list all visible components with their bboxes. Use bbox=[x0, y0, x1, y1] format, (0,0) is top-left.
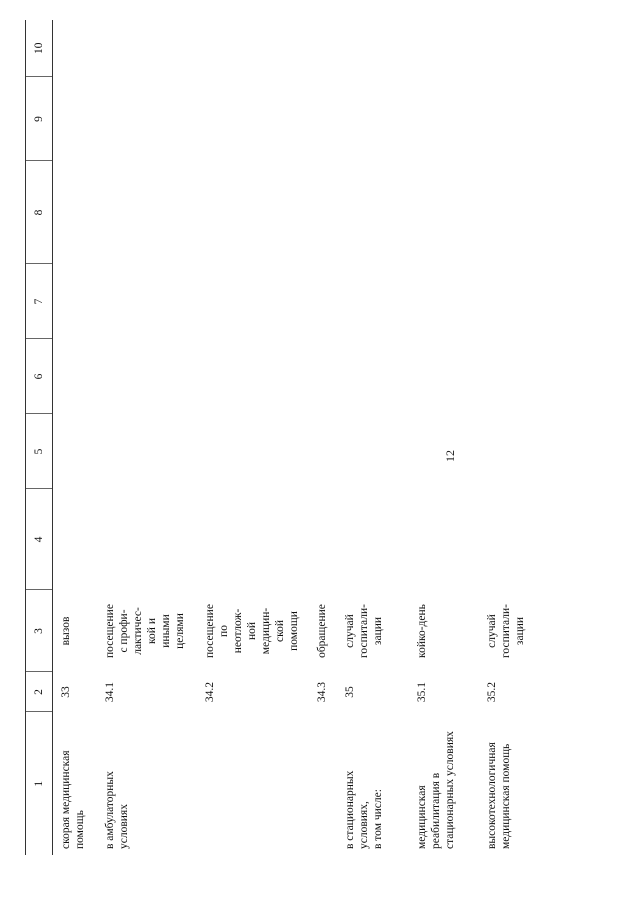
row-unit: случай госпитали- зации bbox=[343, 604, 384, 658]
row-name: в амбулаторных условиях bbox=[103, 771, 130, 849]
table-row: высокотехнологичная медицинская помощь 3… bbox=[479, 20, 539, 855]
row-unit: посещение по неотлож- ной медицин- ской … bbox=[203, 604, 300, 658]
column-header: 7 bbox=[25, 264, 53, 339]
column-header: 10 bbox=[25, 20, 53, 77]
table-row: 34.2 посещение по неотлож- ной медицин- … bbox=[197, 20, 309, 855]
row-code: 35.1 bbox=[415, 681, 428, 703]
row-code: 34.1 bbox=[103, 681, 116, 703]
row-name: в стационарных условиях, в том числе: bbox=[343, 770, 384, 849]
column-header: 9 bbox=[25, 77, 53, 161]
row-unit: посещение с профи- лактичес- кой и иными… bbox=[103, 604, 186, 658]
column-header: 1 bbox=[25, 712, 53, 855]
row-code: 34.2 bbox=[203, 681, 216, 703]
row-unit: койко-день bbox=[415, 604, 428, 658]
data-table: 1 2 3 4 5 6 7 8 9 10 скорая медицинская … bbox=[25, 20, 539, 855]
column-header: 6 bbox=[25, 339, 53, 414]
table-row: медицинская реабилитация в стационарных … bbox=[409, 20, 479, 855]
column-header: 3 bbox=[25, 590, 53, 672]
row-name: медицинская реабилитация в стационарных … bbox=[415, 731, 456, 849]
row-name bbox=[197, 712, 309, 855]
row-code: 34.3 bbox=[315, 681, 328, 703]
table-row: в амбулаторных условиях 34.1 посещение с… bbox=[97, 20, 197, 855]
table-row: 34.3 обращение bbox=[309, 20, 337, 855]
row-code: 35.2 bbox=[485, 681, 498, 703]
column-header: 2 bbox=[25, 672, 53, 712]
column-header: 5 bbox=[25, 414, 53, 489]
row-name: скорая медицинская помощь bbox=[60, 750, 86, 850]
row-code: 35 bbox=[343, 686, 356, 698]
table-row: скорая медицинская помощь 33 вызов bbox=[53, 20, 97, 855]
row-unit: вызов bbox=[60, 616, 72, 646]
row-code: 33 bbox=[60, 686, 72, 698]
row-name: высокотехнологичная медицинская помощь bbox=[485, 742, 512, 849]
header-row: 1 2 3 4 5 6 7 8 9 10 bbox=[25, 20, 53, 855]
row-unit: обращение bbox=[315, 604, 328, 658]
table-row: в стационарных условиях, в том числе: 35… bbox=[337, 20, 409, 855]
column-header: 8 bbox=[25, 161, 53, 264]
column-header: 4 bbox=[25, 489, 53, 590]
row-unit: случай госпитали- зации bbox=[485, 604, 526, 658]
row-name bbox=[309, 712, 337, 855]
